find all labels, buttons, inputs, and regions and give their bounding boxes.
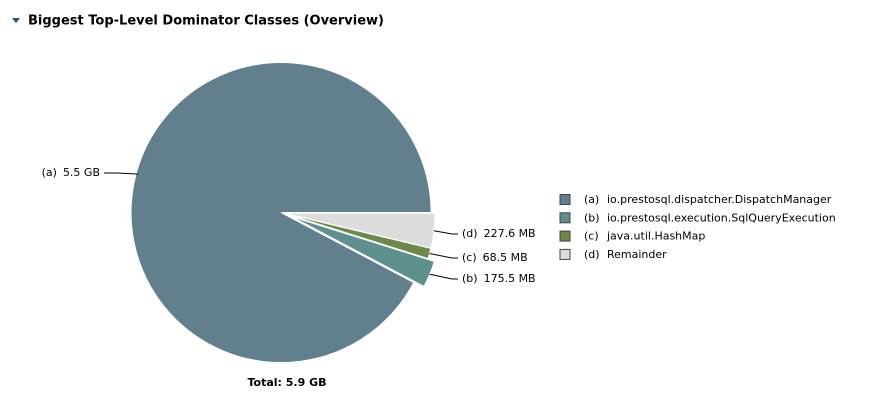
legend-entry: (d) Remainder <box>559 248 667 261</box>
legend-label: io.prestosql.dispatcher.DispatchManager <box>607 193 832 206</box>
slice-value: 175.5 MB <box>484 272 536 285</box>
slice-value-label: (a) 5.5 GB <box>42 166 100 179</box>
slice-value-label: (b) 175.5 MB <box>462 272 536 285</box>
legend-swatch <box>559 194 571 205</box>
legend-key: (d) <box>584 248 600 261</box>
legend-key: (c) <box>584 230 599 243</box>
legend-swatch <box>559 212 571 224</box>
slice-key: (b) <box>462 272 478 285</box>
pie-slice <box>291 215 436 288</box>
slice-key: (c) <box>462 251 477 264</box>
slice-value: 68.5 MB <box>483 251 528 264</box>
pie-slice <box>130 62 432 364</box>
legend-label: Remainder <box>607 248 667 261</box>
slice-value-label: (d) 227.6 MB <box>462 227 536 240</box>
legend-swatch <box>559 230 571 242</box>
slice-key: (d) <box>462 227 478 240</box>
legend-swatch <box>559 248 571 260</box>
slice-label: (b) 175.5 MB <box>429 272 536 285</box>
legend-entry: (b) io.prestosql.execution.SqlQueryExecut… <box>559 211 836 224</box>
leader-line <box>429 252 458 259</box>
slice-value: 227.6 MB <box>484 227 536 240</box>
slice-value-label: (c) 68.5 MB <box>462 251 528 264</box>
legend-label: java.util.HashMap <box>606 230 705 243</box>
leader-line <box>429 273 458 280</box>
slice-label: (d) 227.6 MB <box>433 227 536 240</box>
legend-key: (a) <box>584 193 599 206</box>
collapse-icon[interactable] <box>12 18 20 23</box>
slice-value: 5.5 GB <box>63 166 100 179</box>
slice-label: (a) 5.5 GB <box>42 166 139 179</box>
pie-slice <box>284 213 432 260</box>
slice-key: (a) <box>42 166 57 179</box>
legend-key: (b) <box>584 211 600 224</box>
legend-label: io.prestosql.execution.SqlQueryExecution <box>607 211 836 224</box>
slice-label: (c) 68.5 MB <box>429 251 528 264</box>
section-title: Biggest Top-Level Dominator Classes (Ove… <box>28 14 384 29</box>
legend-entry: (a) io.prestosql.dispatcher.DispatchManag… <box>559 193 832 206</box>
leader-line <box>433 230 458 235</box>
legend-entry: (c) java.util.HashMap <box>559 230 705 243</box>
leader-line <box>104 172 139 175</box>
total-label: Total: 5.9 GB <box>247 376 326 389</box>
